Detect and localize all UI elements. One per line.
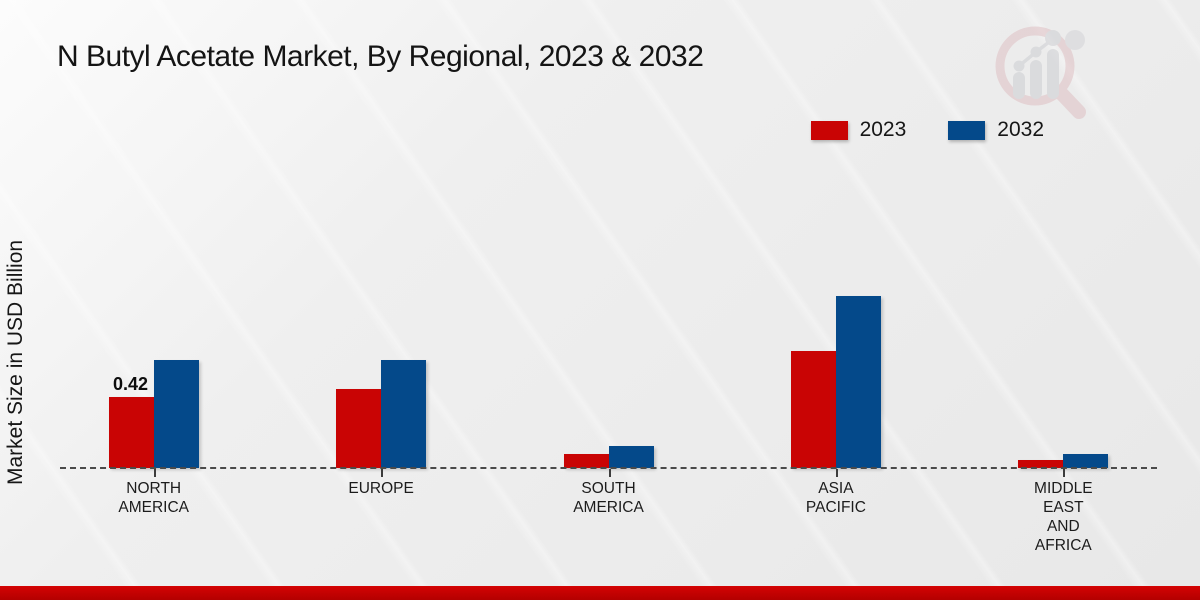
legend-label-2032: 2032 xyxy=(997,118,1044,141)
bar-groups: 0.42 xyxy=(40,268,1177,477)
legend-label-2023: 2023 xyxy=(859,118,907,141)
logo-bar-icon xyxy=(1047,49,1059,99)
logo-bar-icon xyxy=(1030,60,1042,99)
category-label-south-america: SOUTH AMERICA xyxy=(573,480,644,516)
zero-baseline xyxy=(60,467,1157,469)
bar-2023-middle-east-and-africa xyxy=(1018,460,1064,468)
legend-item-2023: 2023 xyxy=(810,118,907,142)
logo-node-icon xyxy=(1013,60,1025,72)
footer-accent-bar xyxy=(0,586,1200,600)
legend-item-2032: 2032 xyxy=(948,118,1044,142)
bar-value-label: 0.42 xyxy=(112,374,149,394)
legend-swatch-2023 xyxy=(810,120,848,140)
bar-2032-europe xyxy=(381,360,427,468)
bar-2032-south-america xyxy=(608,446,654,468)
logo-node-icon xyxy=(1045,30,1061,46)
x-axis-tick xyxy=(381,469,384,477)
category-label-north-america: NORTH AMERICA xyxy=(118,480,190,516)
category-label-europe: EUROPE xyxy=(348,480,414,497)
logo-bar-icon xyxy=(1013,72,1025,99)
bar-2023-asia-pacific xyxy=(790,351,836,468)
bar-2032-asia-pacific xyxy=(835,296,881,468)
bar-group-north-america: 0.42 xyxy=(40,268,267,477)
legend-swatch-2032 xyxy=(948,120,986,140)
x-axis-tick xyxy=(1063,469,1066,477)
x-axis-tick xyxy=(153,469,156,477)
category-labels: NORTH AMERICA EUROPE SOUTH AMERICA ASIA PACIFI… xyxy=(40,479,1177,555)
bar-2032-middle-east-and-africa xyxy=(1063,454,1109,468)
bar-group-south-america xyxy=(495,268,722,477)
bar-2023-europe xyxy=(336,389,382,468)
bar-2032-north-america xyxy=(153,360,199,468)
bar-group-middle-east-and-africa xyxy=(950,268,1177,477)
logo-dot-icon xyxy=(1065,30,1085,50)
chart-title: N Butyl Acetate Market, By Regional, 202… xyxy=(57,40,704,73)
category-label-middle-east-and-africa: MIDDLE EAST AND AFRICA xyxy=(1034,480,1093,554)
bar-group-asia-pacific xyxy=(722,268,949,477)
y-axis-label: Market Size in USD Billion xyxy=(4,239,27,486)
x-axis-tick xyxy=(835,469,838,477)
logo-node-icon xyxy=(1030,46,1042,58)
magnifier-handle-icon xyxy=(1054,86,1086,119)
magnifier-lens-icon xyxy=(995,26,1075,106)
bar-2023-south-america xyxy=(563,454,609,468)
legend: 2023 2032 xyxy=(810,118,1044,142)
bar-2023-north-america: 0.42 xyxy=(108,374,154,468)
brand-watermark-logo xyxy=(995,26,1086,119)
bar-group-europe xyxy=(267,268,494,477)
x-axis-tick xyxy=(608,469,611,477)
category-label-asia-pacific: ASIA PACIFIC xyxy=(805,480,866,516)
